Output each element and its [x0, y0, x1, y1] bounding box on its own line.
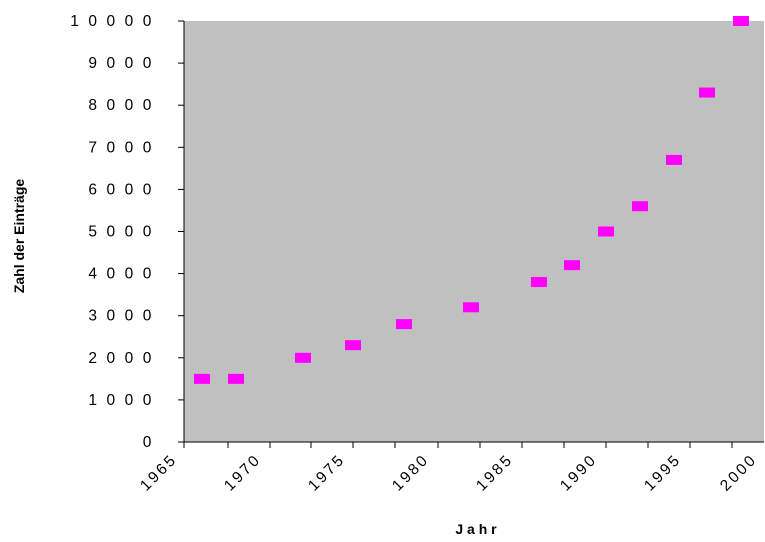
- x-tick-label: 1965: [137, 451, 181, 495]
- x-tick-label: 1985: [473, 451, 517, 495]
- x-tick-label: 1975: [305, 451, 349, 495]
- x-tick-label: 1995: [641, 451, 685, 495]
- y-tick-label: 0: [143, 434, 154, 451]
- data-points: [194, 16, 749, 384]
- data-point: [463, 302, 479, 313]
- y-axis: 0 1 0 0 0 2 0 0 0 3 0 0 0 4 0 0 0 5 0 0 0 6 0 …: [70, 13, 185, 451]
- x-tick-label: 1970: [221, 451, 265, 495]
- data-point: [598, 226, 614, 237]
- y-tick-label: 5 0 0 0: [88, 224, 154, 241]
- y-tick-label: 1 0 0 0: [88, 392, 154, 409]
- data-point: [699, 87, 715, 98]
- data-point: [666, 154, 682, 165]
- data-point: [564, 260, 580, 271]
- y-tick-label: 1 0 0 0 0: [70, 13, 154, 30]
- y-tick-label: 9 0 0 0: [88, 55, 154, 72]
- data-point: [194, 373, 210, 384]
- x-tick-label: 1980: [389, 451, 433, 495]
- x-axis-title: J a h r: [455, 521, 497, 537]
- y-tick-label: 2 0 0 0: [88, 350, 154, 367]
- data-point: [733, 16, 749, 26]
- data-point: [632, 201, 648, 212]
- data-point: [228, 373, 244, 384]
- y-tick-label: 6 0 0 0: [88, 181, 154, 198]
- y-tick-label: 8 0 0 0: [88, 97, 154, 114]
- y-tick-label: 3 0 0 0: [88, 308, 154, 325]
- x-tick-label: 1990: [557, 451, 601, 495]
- data-point: [295, 352, 311, 363]
- x-tick-label: 2000: [717, 451, 761, 495]
- x-axis: 1965 1970 1975 1980 1985 1990 1995 2000: [137, 441, 764, 495]
- y-axis-title: Zahl der Einträge: [11, 179, 27, 294]
- y-tick-label: 4 0 0 0: [88, 266, 154, 283]
- y-tick-label: 7 0 0 0: [88, 139, 154, 156]
- data-point: [531, 277, 547, 288]
- data-point: [396, 319, 412, 330]
- data-point: [345, 340, 361, 351]
- plot-area: [184, 21, 764, 442]
